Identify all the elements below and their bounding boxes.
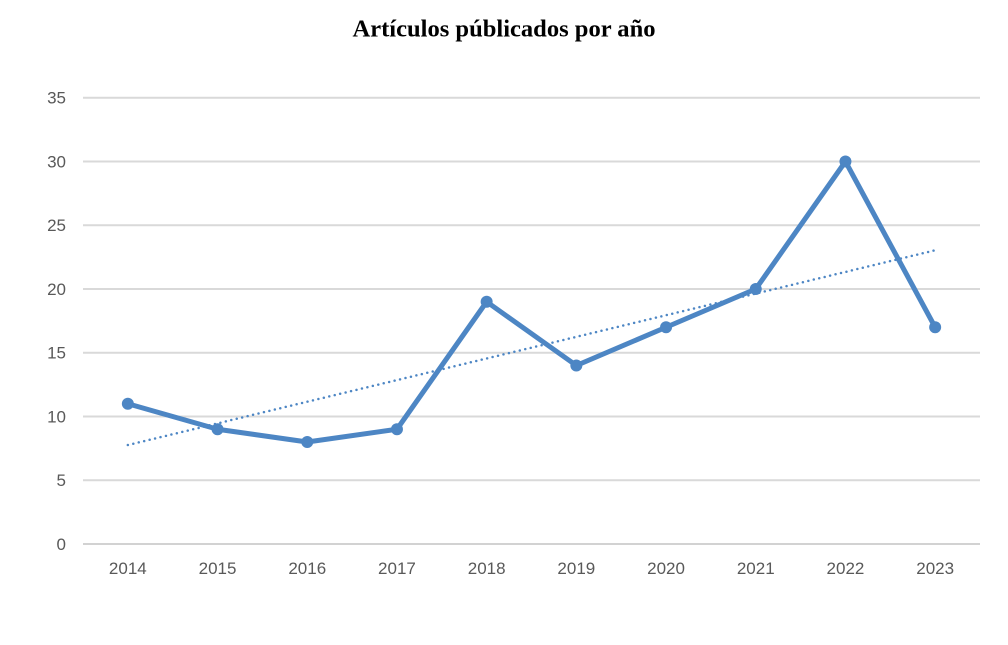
svg-text:10: 10 [47,407,66,426]
svg-text:2020: 2020 [647,559,685,578]
svg-text:2021: 2021 [737,559,775,578]
svg-text:30: 30 [47,152,66,171]
svg-text:2023: 2023 [916,559,954,578]
svg-text:Artículos públicados por año: Artículos públicados por año [353,16,656,43]
svg-text:5: 5 [57,471,66,490]
svg-text:2019: 2019 [557,559,595,578]
svg-text:15: 15 [47,344,66,363]
svg-text:20: 20 [47,280,66,299]
svg-text:2014: 2014 [109,559,147,578]
svg-text:2016: 2016 [288,559,326,578]
svg-text:2015: 2015 [199,559,237,578]
svg-text:2018: 2018 [468,559,506,578]
svg-text:0: 0 [57,535,66,554]
svg-text:25: 25 [47,216,66,235]
svg-text:35: 35 [47,89,66,108]
svg-text:2017: 2017 [378,559,416,578]
svg-text:2022: 2022 [827,559,865,578]
